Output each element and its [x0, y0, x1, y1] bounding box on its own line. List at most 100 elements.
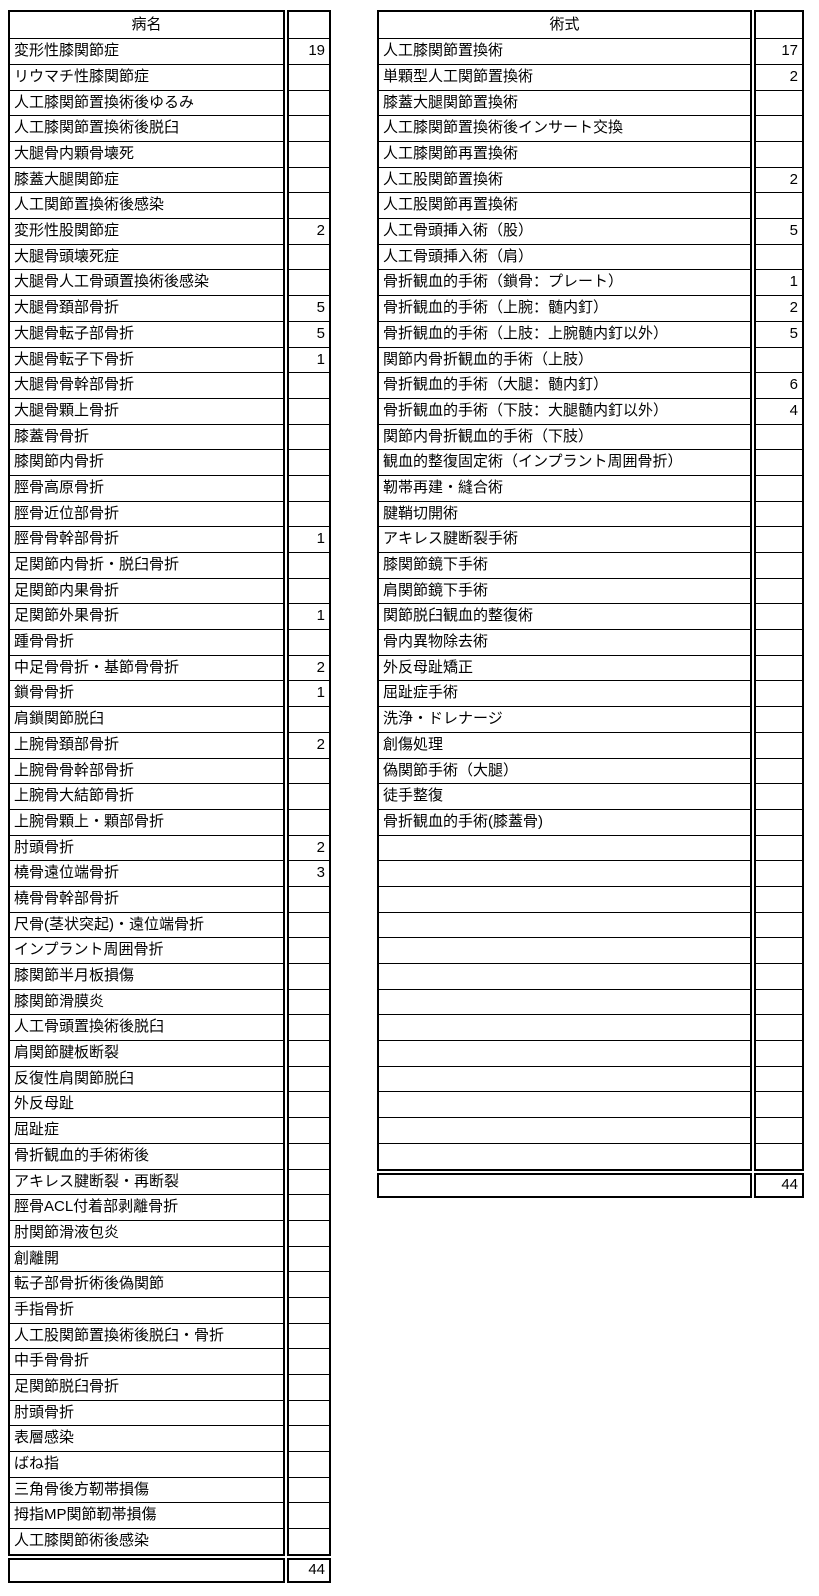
row-count-cell[interactable]	[756, 552, 802, 578]
row-count-cell[interactable]	[289, 1245, 329, 1272]
row-count-cell[interactable]	[289, 629, 329, 655]
row-count-cell[interactable]	[289, 500, 329, 527]
row-label-cell[interactable]: 足関節脱臼骨折	[10, 1374, 283, 1400]
row-count-cell[interactable]	[756, 654, 802, 681]
row-count-cell[interactable]: 1	[289, 603, 329, 629]
row-label-cell[interactable]: ばね指	[10, 1451, 283, 1477]
row-label-cell[interactable]: 骨折観血的手術（鎖骨：プレート）	[379, 269, 750, 295]
row-count-cell[interactable]	[756, 192, 802, 218]
row-count-cell[interactable]	[289, 1271, 329, 1297]
row-count-cell[interactable]	[289, 1374, 329, 1400]
row-label-cell[interactable]	[379, 834, 750, 861]
row-label-cell[interactable]: インプラント周囲骨折	[10, 937, 283, 963]
row-label-cell[interactable]: 肩関節鏡下手術	[379, 577, 750, 604]
row-label-cell[interactable]: 表層感染	[10, 1425, 283, 1451]
row-label-cell[interactable]: 上腕骨大結節骨折	[10, 783, 283, 809]
row-count-cell[interactable]: 1	[289, 680, 329, 706]
row-label-cell[interactable]: 肘頭骨折	[10, 1399, 283, 1426]
row-count-cell[interactable]	[756, 834, 802, 861]
row-label-cell[interactable]: 骨折観血的手術（上腕：髄内釘）	[379, 295, 750, 321]
row-count-cell[interactable]	[756, 1014, 802, 1040]
row-count-cell[interactable]	[289, 1476, 329, 1503]
procedure-total-label-cell[interactable]	[377, 1172, 752, 1198]
row-count-cell[interactable]	[756, 731, 802, 758]
row-label-cell[interactable]: 手指骨折	[10, 1296, 283, 1323]
row-count-cell[interactable]: 6	[756, 372, 802, 398]
row-label-cell[interactable]: 屈趾症手術	[379, 680, 750, 706]
row-label-cell[interactable]: リウマチ性膝関節症	[10, 63, 283, 90]
row-count-cell[interactable]: 17	[756, 38, 802, 64]
row-label-cell[interactable]: 腱鞘切開術	[379, 500, 750, 527]
row-label-cell[interactable]: アキレス腱断裂・再断裂	[10, 1168, 283, 1195]
row-count-cell[interactable]	[289, 115, 329, 141]
row-count-cell[interactable]	[289, 1451, 329, 1477]
row-label-cell[interactable]: 屈趾症	[10, 1117, 283, 1143]
row-count-cell[interactable]	[289, 1348, 329, 1374]
row-label-cell[interactable]: 足関節内果骨折	[10, 577, 283, 604]
row-label-cell[interactable]: 橈骨骨幹部骨折	[10, 885, 283, 912]
row-label-cell[interactable]	[379, 911, 750, 938]
row-count-cell[interactable]	[756, 1091, 802, 1117]
row-label-cell[interactable]: 肘関節滑液包炎	[10, 1219, 283, 1246]
row-label-cell[interactable]: 中手骨骨折	[10, 1348, 283, 1374]
row-count-cell[interactable]	[289, 552, 329, 578]
row-count-cell[interactable]	[289, 1528, 329, 1554]
row-count-cell[interactable]	[289, 757, 329, 784]
row-count-cell[interactable]	[289, 911, 329, 938]
row-label-cell[interactable]: 上腕骨顆上・顆部骨折	[10, 808, 283, 835]
disease-total-count-cell[interactable]: 44	[287, 1557, 331, 1583]
row-label-cell[interactable]: 拇指MP関節靭帯損傷	[10, 1502, 283, 1528]
disease-count-header-cell[interactable]	[289, 12, 329, 38]
row-label-cell[interactable]: 変形性膝関節症	[10, 38, 283, 64]
row-count-cell[interactable]	[756, 783, 802, 809]
row-label-cell[interactable]: 骨折観血的手術術後	[10, 1142, 283, 1169]
row-count-cell[interactable]	[289, 269, 329, 295]
row-label-cell[interactable]: 膝蓋大腿関節症	[10, 166, 283, 193]
row-count-cell[interactable]: 5	[756, 320, 802, 347]
row-label-cell[interactable]: 人工骨頭挿入術（肩）	[379, 243, 750, 270]
row-label-cell[interactable]: 関節内骨折観血的手術（下肢）	[379, 423, 750, 450]
row-count-cell[interactable]	[756, 885, 802, 912]
row-label-cell[interactable]: 骨内異物除去術	[379, 629, 750, 655]
row-label-cell[interactable]: 大腿骨骨幹部骨折	[10, 372, 283, 398]
row-label-cell[interactable]: 関節脱臼観血的整復術	[379, 603, 750, 629]
row-label-cell[interactable]: 人工膝関節再置換術	[379, 141, 750, 167]
row-label-cell[interactable]: 三角骨後方靭帯損傷	[10, 1476, 283, 1503]
row-label-cell[interactable]: 大腿骨内顆骨壊死	[10, 141, 283, 167]
procedure-header-cell[interactable]: 術式	[549, 16, 580, 33]
row-label-cell[interactable]	[379, 1040, 750, 1066]
row-count-cell[interactable]	[756, 423, 802, 450]
row-label-cell[interactable]: 偽関節手術（大腿）	[379, 757, 750, 784]
row-label-cell[interactable]: 靭帯再建・縫合術	[379, 474, 750, 501]
row-count-cell[interactable]	[289, 449, 329, 475]
row-label-cell[interactable]: 洗浄・ドレナージ	[379, 706, 750, 732]
row-label-cell[interactable]: 創離開	[10, 1245, 283, 1272]
row-count-cell[interactable]	[289, 1168, 329, 1195]
row-count-cell[interactable]	[289, 1502, 329, 1528]
row-label-cell[interactable]: 大腿骨顆上骨折	[10, 397, 283, 424]
row-label-cell[interactable]: 肩鎖関節脱臼	[10, 706, 283, 732]
row-count-cell[interactable]	[756, 449, 802, 475]
row-count-cell[interactable]	[756, 706, 802, 732]
row-label-cell[interactable]: 人工関節置換術後感染	[10, 192, 283, 218]
row-count-cell[interactable]: 2	[289, 731, 329, 758]
row-label-cell[interactable]: 脛骨高原骨折	[10, 474, 283, 501]
row-count-cell[interactable]: 2	[756, 166, 802, 193]
row-count-cell[interactable]	[289, 1142, 329, 1169]
row-count-cell[interactable]	[289, 988, 329, 1015]
row-label-cell[interactable]	[379, 963, 750, 989]
row-label-cell[interactable]: 足関節内骨折・脱臼骨折	[10, 552, 283, 578]
row-count-cell[interactable]	[289, 783, 329, 809]
row-label-cell[interactable]: 中足骨骨折・基節骨骨折	[10, 654, 283, 681]
row-count-cell[interactable]	[289, 1065, 329, 1092]
row-label-cell[interactable]: 膝関節内骨折	[10, 449, 283, 475]
row-count-cell[interactable]	[289, 706, 329, 732]
row-label-cell[interactable]: 人工膝関節置換術後インサート交換	[379, 115, 750, 141]
row-count-cell[interactable]: 5	[289, 320, 329, 347]
row-count-cell[interactable]	[756, 860, 802, 886]
row-label-cell[interactable]: 膝蓋大腿関節置換術	[379, 89, 750, 116]
row-label-cell[interactable]: 骨折観血的手術（下肢：大腿髄内釘以外）	[379, 397, 750, 424]
row-label-cell[interactable]: 反復性肩関節脱臼	[10, 1065, 283, 1092]
row-count-cell[interactable]	[289, 166, 329, 193]
row-count-cell[interactable]	[756, 474, 802, 501]
